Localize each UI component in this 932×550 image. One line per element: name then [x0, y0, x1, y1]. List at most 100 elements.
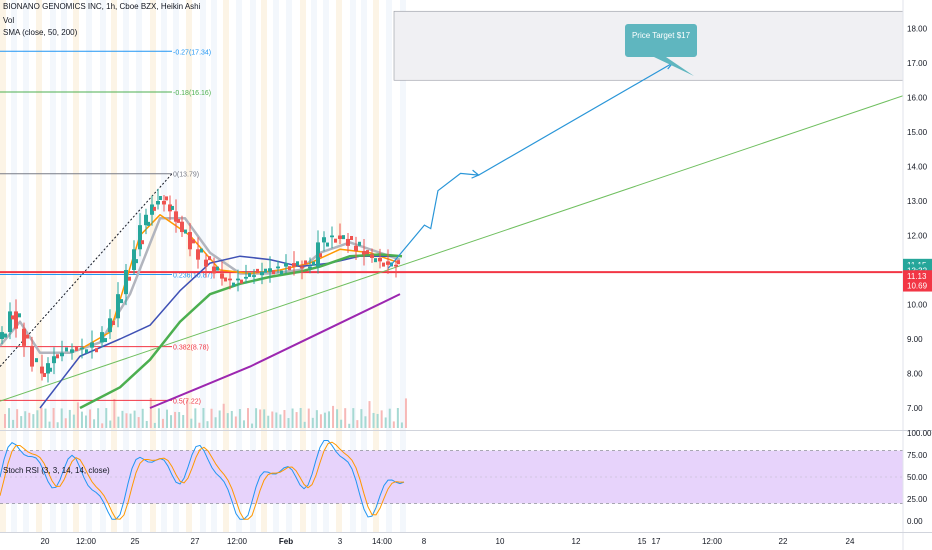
volume-bar	[178, 412, 181, 428]
volume-bar	[332, 405, 335, 428]
candle-body	[220, 273, 224, 279]
session-band	[100, 0, 106, 532]
volume-bar	[40, 407, 43, 428]
candle-body	[46, 363, 50, 374]
volume-bar	[117, 416, 120, 428]
volume-bar	[303, 421, 306, 428]
fibonacci-levels[interactable]: -0.27(17.34) -0.18(16.16) 0(13.79) 0.236(10…	[0, 49, 213, 405]
stoch-rsi-label[interactable]: Stoch RSI (3, 3, 14, 14, close)	[3, 466, 110, 475]
candle-body	[192, 239, 195, 244]
candle-body	[11, 315, 14, 320]
volume-bar	[109, 420, 112, 428]
candle-body	[228, 278, 232, 281]
candle-body	[60, 352, 64, 357]
time-tick-label: 14:00	[372, 537, 393, 546]
volume-bar	[125, 413, 128, 428]
trend-lines[interactable]	[0, 95, 904, 402]
volume-indicator-label[interactable]: Vol	[3, 16, 15, 25]
session-band	[73, 0, 79, 532]
price-tick-label: 16.00	[907, 94, 928, 103]
candle-body	[296, 261, 299, 266]
volume-bar	[202, 408, 205, 428]
candle-body	[95, 348, 98, 353]
candle-body	[153, 206, 156, 211]
volume-bar	[315, 410, 318, 428]
candle-body	[326, 242, 329, 247]
volume-bar	[267, 415, 270, 428]
volume-bar	[48, 421, 51, 428]
volume-bar	[24, 411, 27, 428]
volume-bar	[279, 414, 282, 428]
volume-bar	[149, 398, 152, 428]
rising-trend-line[interactable]	[0, 95, 904, 402]
price-target-callout[interactable]	[625, 24, 697, 76]
candle-body	[292, 263, 296, 267]
fib-level-label: 0.236(10.87)	[173, 272, 213, 279]
candle-body	[135, 259, 138, 264]
session-band	[336, 0, 342, 532]
sma-20-line	[0, 217, 401, 355]
volume-bar	[60, 408, 63, 428]
candle-body	[358, 241, 361, 246]
candle-body	[366, 250, 369, 255]
price-tick-label: 13.00	[907, 197, 928, 206]
candle-body	[180, 221, 184, 233]
volume-bar	[194, 408, 197, 428]
session-band	[86, 0, 92, 532]
volume-bar	[157, 408, 160, 428]
candle-body	[26, 334, 29, 339]
time-tick-label: 12:00	[227, 537, 248, 546]
volume-bar	[218, 410, 221, 428]
stoch-tick-label: 25.00	[907, 495, 928, 504]
volume-bar	[287, 418, 290, 428]
volume-bar	[133, 410, 136, 428]
sma-indicator-label[interactable]: SMA (close, 50, 200)	[3, 28, 78, 37]
session-band	[250, 0, 256, 532]
time-tick-label: 3	[338, 537, 343, 546]
fib-level-label: 0.5(7.22)	[173, 398, 201, 405]
candle-body	[22, 328, 26, 346]
fib-level-label: -0.18(16.16)	[173, 90, 211, 97]
candle-body	[312, 261, 315, 266]
price-tick-label: 17.00	[907, 59, 928, 68]
volume-bar	[52, 408, 55, 428]
fib-level-label: 0(13.79)	[173, 172, 199, 179]
projection-path[interactable]	[387, 62, 674, 269]
fib-anchor-line[interactable]	[0, 173, 173, 367]
session-band	[161, 0, 167, 532]
volume-bar	[166, 409, 168, 428]
sma-50-line	[79, 253, 403, 410]
candle-body	[386, 261, 390, 265]
candle-body	[276, 266, 280, 269]
time-tick-label: 22	[779, 537, 788, 546]
candle-body	[304, 260, 307, 265]
candle-body	[284, 263, 288, 267]
time-tick-label: 17	[652, 537, 661, 546]
volume-bar	[271, 411, 274, 428]
volume-bar	[20, 416, 23, 428]
candle-body	[0, 332, 4, 339]
price-tick-label: 12.00	[907, 232, 928, 241]
volume-bar	[141, 408, 144, 428]
volume-bars	[4, 398, 407, 428]
candle-body	[382, 262, 385, 267]
candle-body	[52, 356, 56, 364]
volume-bar	[129, 413, 132, 428]
volume-bar	[364, 416, 367, 428]
volume-bar	[356, 420, 359, 428]
candle-body	[156, 201, 160, 205]
session-band	[311, 0, 317, 532]
price-tick-label: 8.00	[907, 370, 923, 379]
session-band	[373, 0, 379, 532]
candle-body	[350, 235, 353, 240]
price-tick-label: 7.00	[907, 404, 923, 413]
candle-body	[184, 229, 187, 234]
volume-bar	[400, 422, 403, 428]
session-band	[400, 0, 406, 532]
price-target-annotation[interactable]: Price Target $17	[387, 10, 904, 269]
candle-body	[112, 321, 115, 326]
price-badge-bg	[903, 270, 932, 283]
volume-bar	[137, 417, 140, 428]
volume-bar	[376, 413, 379, 428]
